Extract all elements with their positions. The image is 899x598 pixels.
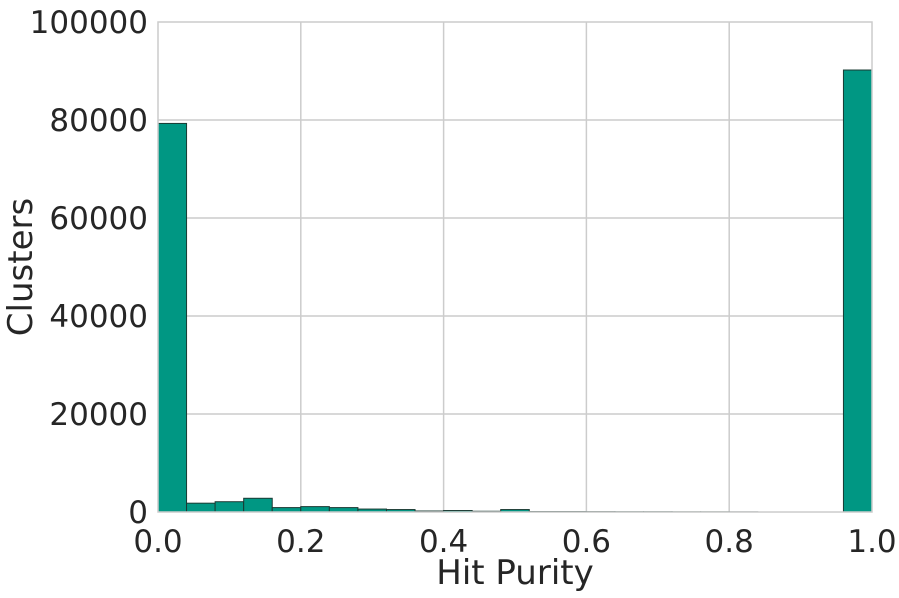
histogram-bar [243,497,273,513]
y-tick-label: 100000 [30,5,148,41]
x-axis-label: Hit Purity [436,553,593,593]
x-tick-label: 0.0 [133,524,182,560]
y-tick-label: 20000 [49,397,148,433]
y-tick-label: 40000 [49,299,148,335]
y-tick-label: 0 [128,495,148,531]
plot-frame [157,21,873,513]
x-tick-labels: 0.0 0.2 0.4 0.6 0.8 1.0 [133,524,896,560]
x-tick-label: 1.0 [847,524,896,560]
y-axis-label: Clusters [1,198,41,336]
y-tick-label: 60000 [49,201,148,237]
histogram-bar [157,122,188,513]
histogram-bar [214,501,245,513]
histogram-bar [842,69,873,513]
x-tick-label: 0.6 [562,524,611,560]
grid-lines [158,22,872,512]
x-tick-label: 0.2 [276,524,325,560]
y-tick-labels: 0 20000 40000 60000 80000 100000 [30,5,148,531]
x-tick-label: 0.8 [705,524,754,560]
x-tick-label: 0.4 [419,524,468,560]
plot-background [158,22,872,512]
histogram-bar [186,502,216,513]
histogram-bar [300,506,330,513]
y-tick-label: 80000 [49,103,148,139]
